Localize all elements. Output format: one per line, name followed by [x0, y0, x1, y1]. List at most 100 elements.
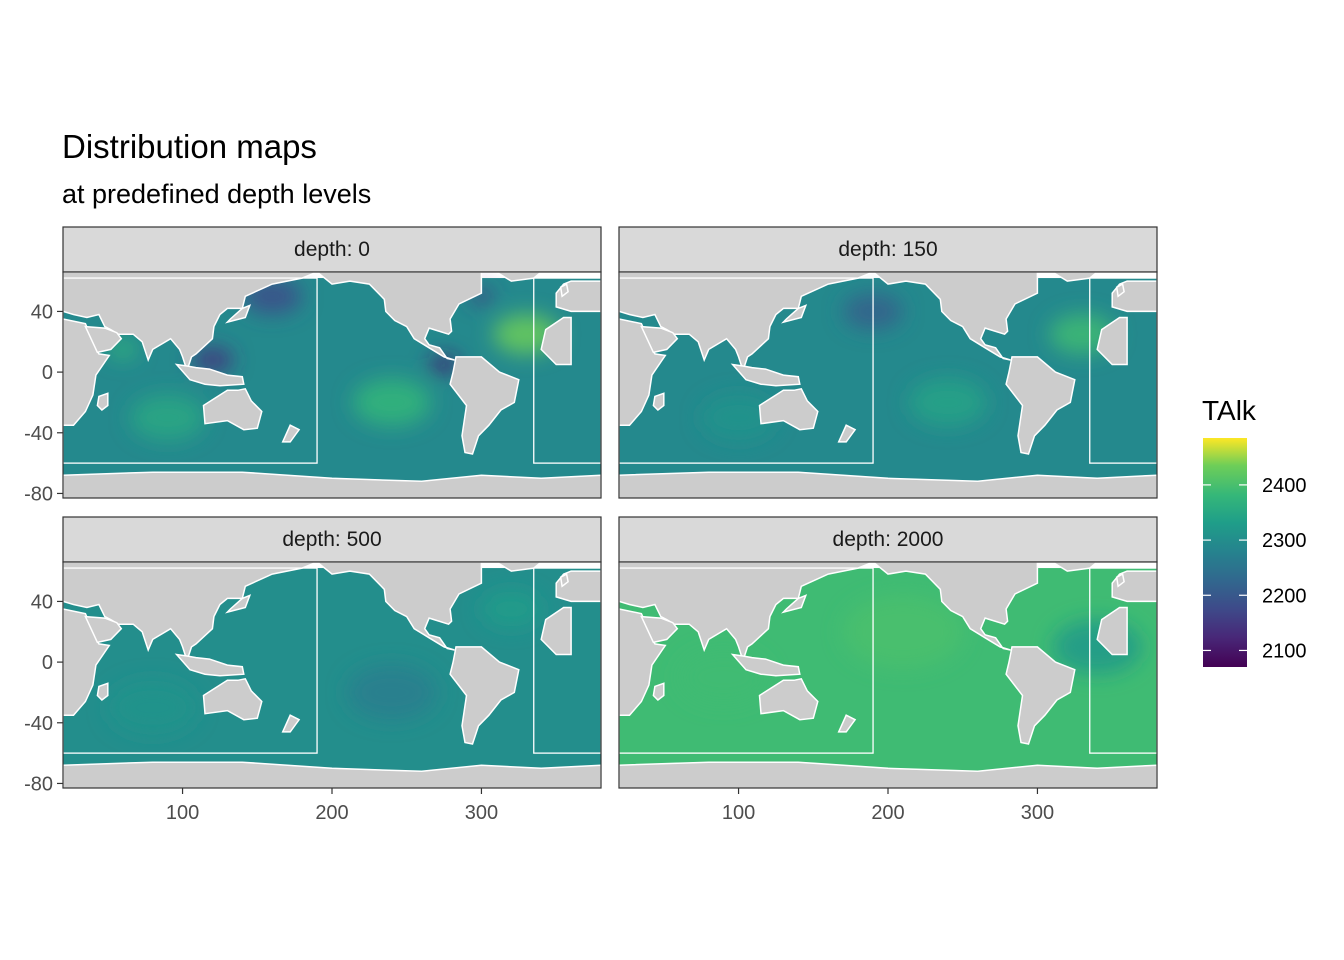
facet-strip: [62, 516, 602, 563]
land-north-america: [871, 272, 1039, 361]
land-eurasia: [619, 272, 874, 374]
colorbar: [1203, 438, 1247, 667]
panel-content: [619, 562, 1157, 788]
land-australia: [202, 677, 263, 721]
land-south-america: [1005, 356, 1076, 455]
land-australia: [202, 387, 263, 431]
facet-strip: [618, 226, 1158, 273]
land-layer: [63, 272, 601, 498]
land-indonesia: [174, 363, 245, 387]
panel-border: [618, 271, 1158, 499]
land-antarctica: [619, 471, 1157, 498]
value-anomaly: [346, 665, 437, 720]
panel-content: [619, 272, 1157, 498]
land-indonesia: [730, 653, 801, 677]
land-layer: [63, 562, 601, 788]
land-indonesia: [174, 653, 245, 677]
land-eurasia: [619, 562, 874, 664]
land-new-zealand: [837, 424, 857, 443]
facet-label: depth: 150: [838, 238, 937, 261]
land-north-america: [871, 562, 1039, 651]
land-arabia: [84, 615, 123, 644]
value-anomaly: [352, 378, 431, 427]
facet-label: depth: 0: [294, 238, 370, 261]
land-africa-west: [540, 316, 572, 366]
x-tick-label: 200: [871, 802, 904, 824]
region-outline-atlantic-box: [533, 567, 601, 754]
land-africa-west: [1096, 316, 1128, 366]
region-outline-pacific-box: [63, 277, 318, 464]
y-tick-label: -40: [24, 423, 53, 445]
land-japan: [225, 304, 252, 324]
colorbar-legend: TAlk 2400 2300 2200 2100: [1202, 395, 1307, 667]
y-tick-label: -40: [24, 713, 53, 735]
land-new-zealand: [281, 424, 301, 443]
x-tick-label: 100: [722, 802, 755, 824]
facet-strip: [62, 226, 602, 273]
land-africa-west: [540, 606, 572, 656]
region-outline-pacific-box: [619, 277, 874, 464]
land-antarctica: [63, 761, 601, 788]
land-antarctica: [619, 761, 1157, 788]
panel-border: [62, 271, 602, 499]
land-japan: [781, 304, 808, 324]
land-uk: [559, 282, 569, 298]
facet-panels: depth: 0 40 0 -40 -80 depth: 150 depth: 500 40 0…: [24, 226, 1158, 824]
chart-title: Distribution maps: [62, 128, 317, 165]
y-tick-label: -80: [24, 483, 53, 505]
land-uk: [559, 572, 569, 588]
land-new-zealand: [281, 714, 301, 733]
land-south-america: [1005, 646, 1076, 745]
land-madagascar: [96, 682, 109, 701]
y-tick-label: 40: [31, 301, 53, 323]
land-north-america: [315, 562, 483, 651]
land-japan: [781, 594, 808, 614]
legend-tick-label: 2200: [1262, 585, 1307, 607]
land-madagascar: [652, 392, 665, 411]
legend-tick-label: 2400: [1262, 475, 1307, 497]
facet-panel: depth: 150: [618, 226, 1158, 499]
y-tick-label: -80: [24, 773, 53, 795]
region-outline-pacific-box: [63, 567, 318, 754]
land-indonesia: [730, 363, 801, 387]
value-anomaly: [701, 394, 776, 441]
land-south-america: [449, 646, 520, 745]
land-north-america: [315, 272, 483, 361]
facet-panel: depth: 0 40 0 -40 -80: [24, 226, 602, 505]
x-tick-label: 100: [166, 802, 199, 824]
land-japan: [225, 594, 252, 614]
land-uk: [1115, 282, 1125, 298]
land-layer: [619, 272, 1157, 498]
chart-subtitle: at predefined depth levels: [62, 179, 371, 209]
land-arabia: [640, 325, 679, 354]
legend-title: TAlk: [1202, 395, 1257, 426]
region-outline-pacific-box: [619, 567, 874, 754]
x-tick-label: 200: [315, 802, 348, 824]
facet-label: depth: 500: [282, 528, 381, 551]
land-australia: [758, 387, 819, 431]
panel-content: [63, 562, 601, 788]
land-madagascar: [652, 682, 665, 701]
land-new-zealand: [837, 714, 857, 733]
facet-panel: depth: 500 40 0 -40 -80 100 200 300: [24, 516, 602, 824]
panel-content: [63, 272, 601, 498]
legend-ticks: 2400 2300 2200 2100: [1203, 475, 1307, 662]
value-anomaly: [107, 680, 198, 735]
legend-tick-label: 2100: [1262, 640, 1307, 662]
land-arabia: [84, 325, 123, 354]
land-south-america: [449, 356, 520, 455]
land-antarctica: [63, 471, 601, 498]
land-australia: [758, 677, 819, 721]
value-anomaly: [191, 347, 234, 373]
x-tick-label: 300: [465, 802, 498, 824]
value-anomaly: [843, 595, 963, 669]
ocean-gradients: [107, 590, 542, 735]
value-anomaly: [908, 378, 987, 427]
x-tick-label: 300: [1021, 802, 1054, 824]
land-layer: [619, 562, 1157, 788]
region-outline-atlantic-box: [533, 277, 601, 464]
value-anomaly: [130, 394, 205, 441]
value-anomaly: [481, 590, 542, 628]
land-eurasia: [63, 272, 318, 374]
